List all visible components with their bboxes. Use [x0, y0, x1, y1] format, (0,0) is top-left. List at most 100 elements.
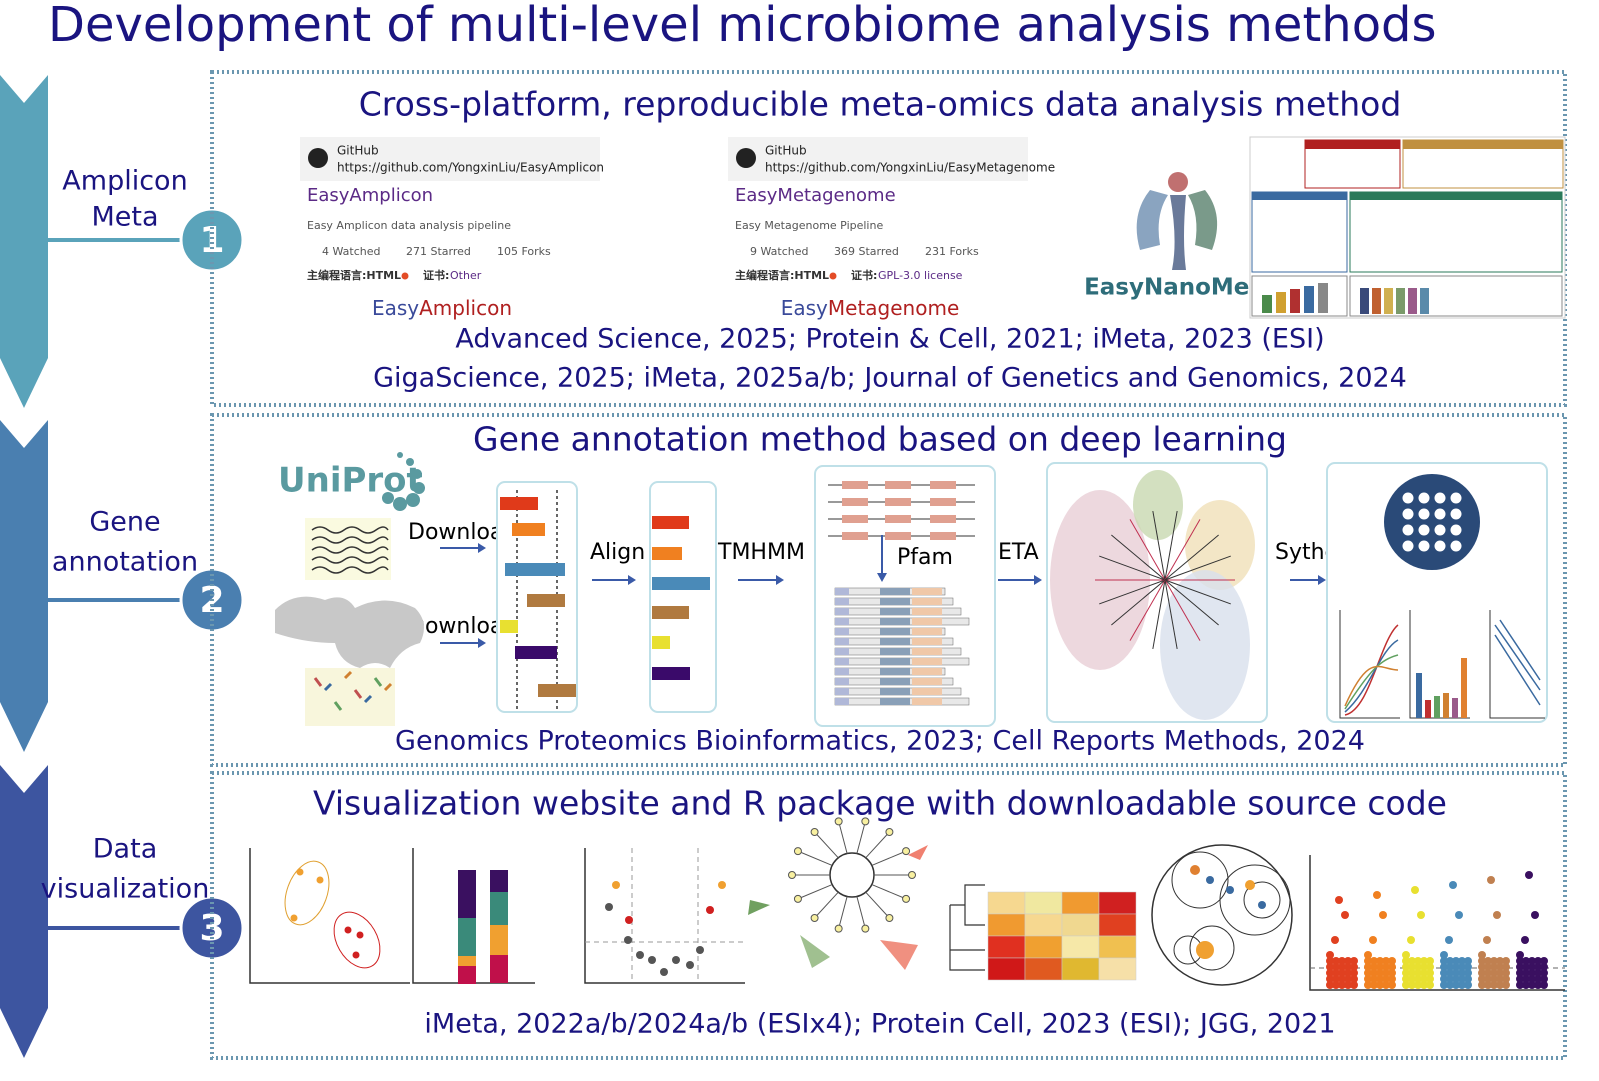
line: [1164, 579, 1201, 641]
shape: [490, 870, 508, 892]
shape: [930, 515, 956, 523]
shape: [649, 481, 717, 713]
arrowhead: [776, 575, 784, 585]
shape: [1408, 288, 1417, 314]
shape: [1402, 492, 1414, 504]
line: [1409, 610, 1470, 719]
line: [1152, 579, 1166, 650]
shape: [1407, 936, 1415, 944]
shape: [1521, 936, 1529, 944]
shape: [1382, 969, 1390, 977]
shape: [290, 914, 298, 922]
shape: [1388, 981, 1396, 989]
shape: [1490, 957, 1498, 965]
shape: [1364, 951, 1372, 959]
shape: [652, 577, 710, 590]
shape: [1490, 969, 1498, 977]
shape: [1151, 844, 1293, 986]
shape: [406, 458, 414, 466]
shape: [490, 892, 508, 925]
shape: [842, 515, 868, 523]
shape: [1024, 935, 1063, 959]
line: [1164, 579, 1178, 650]
repo-caption: EasyMetagenome: [781, 296, 960, 320]
shape: [1522, 957, 1530, 965]
shape: [861, 817, 870, 826]
shape: [1443, 693, 1449, 718]
shape: [1331, 936, 1339, 944]
shape: [1338, 981, 1346, 989]
shape: [902, 847, 911, 856]
shape: [912, 678, 942, 685]
shape: [1382, 963, 1390, 971]
shape: [1426, 963, 1434, 971]
clade: [1185, 500, 1255, 590]
shape: [1528, 963, 1536, 971]
shape: [1414, 969, 1422, 977]
shape: [1496, 981, 1504, 989]
shape: [1171, 851, 1229, 909]
shape: [393, 497, 407, 511]
shape: [344, 926, 352, 934]
shape: [500, 620, 518, 633]
shape: [1455, 911, 1463, 919]
shape: [652, 516, 689, 529]
shape: [810, 914, 819, 923]
shape: [885, 515, 911, 523]
shape: [1464, 975, 1472, 983]
line: [1111, 579, 1166, 626]
line: [343, 670, 353, 680]
shape: [382, 492, 394, 504]
line: [1164, 579, 1231, 605]
label: 主编程语言:HTML: [307, 268, 401, 282]
shape: [1414, 963, 1422, 971]
shape: [1219, 864, 1291, 936]
line: [333, 701, 343, 711]
shape: [1484, 975, 1492, 983]
shape: [793, 894, 802, 903]
shape: [1417, 911, 1425, 919]
line: [584, 848, 745, 984]
line: [383, 682, 393, 692]
label: https://github.com/YongxinLiu/EasyMetage…: [765, 161, 1055, 175]
shape: [1420, 963, 1428, 971]
shape: [605, 903, 613, 911]
arrowhead: [877, 573, 887, 582]
line: [871, 850, 907, 866]
shape: [885, 532, 911, 540]
shape: [1440, 969, 1448, 977]
shape: [1251, 191, 1348, 273]
shape: [1376, 957, 1384, 965]
shape: [1528, 957, 1536, 965]
line: [797, 884, 833, 900]
shape: [1540, 975, 1548, 983]
stage-arrow: [0, 420, 48, 752]
shape: [1258, 901, 1266, 909]
shape: [1516, 975, 1524, 983]
arrowhead: [1034, 575, 1042, 585]
shape: [912, 638, 942, 645]
shape: [1376, 963, 1384, 971]
shape: [736, 148, 756, 168]
shape: [1024, 891, 1063, 915]
shape: [412, 469, 422, 479]
line: [1309, 855, 1565, 991]
line: [373, 677, 383, 687]
shape: [1382, 981, 1390, 989]
shape: [1478, 969, 1486, 977]
shape: [1420, 981, 1428, 989]
line: [1129, 579, 1166, 641]
shape: [1402, 540, 1414, 552]
shape: [648, 956, 656, 964]
shape: [861, 924, 870, 933]
shape: [1349, 191, 1563, 273]
shape: [1464, 981, 1472, 989]
stage-label: Data: [93, 834, 157, 865]
panel-title: Gene annotation method based on deep lea…: [473, 420, 1287, 459]
shape: [880, 588, 910, 595]
label: 主编程语言:HTML: [735, 268, 829, 282]
shape: [1502, 969, 1510, 977]
shape: [1335, 896, 1343, 904]
shape: [1402, 508, 1414, 520]
shape: [1414, 975, 1422, 983]
